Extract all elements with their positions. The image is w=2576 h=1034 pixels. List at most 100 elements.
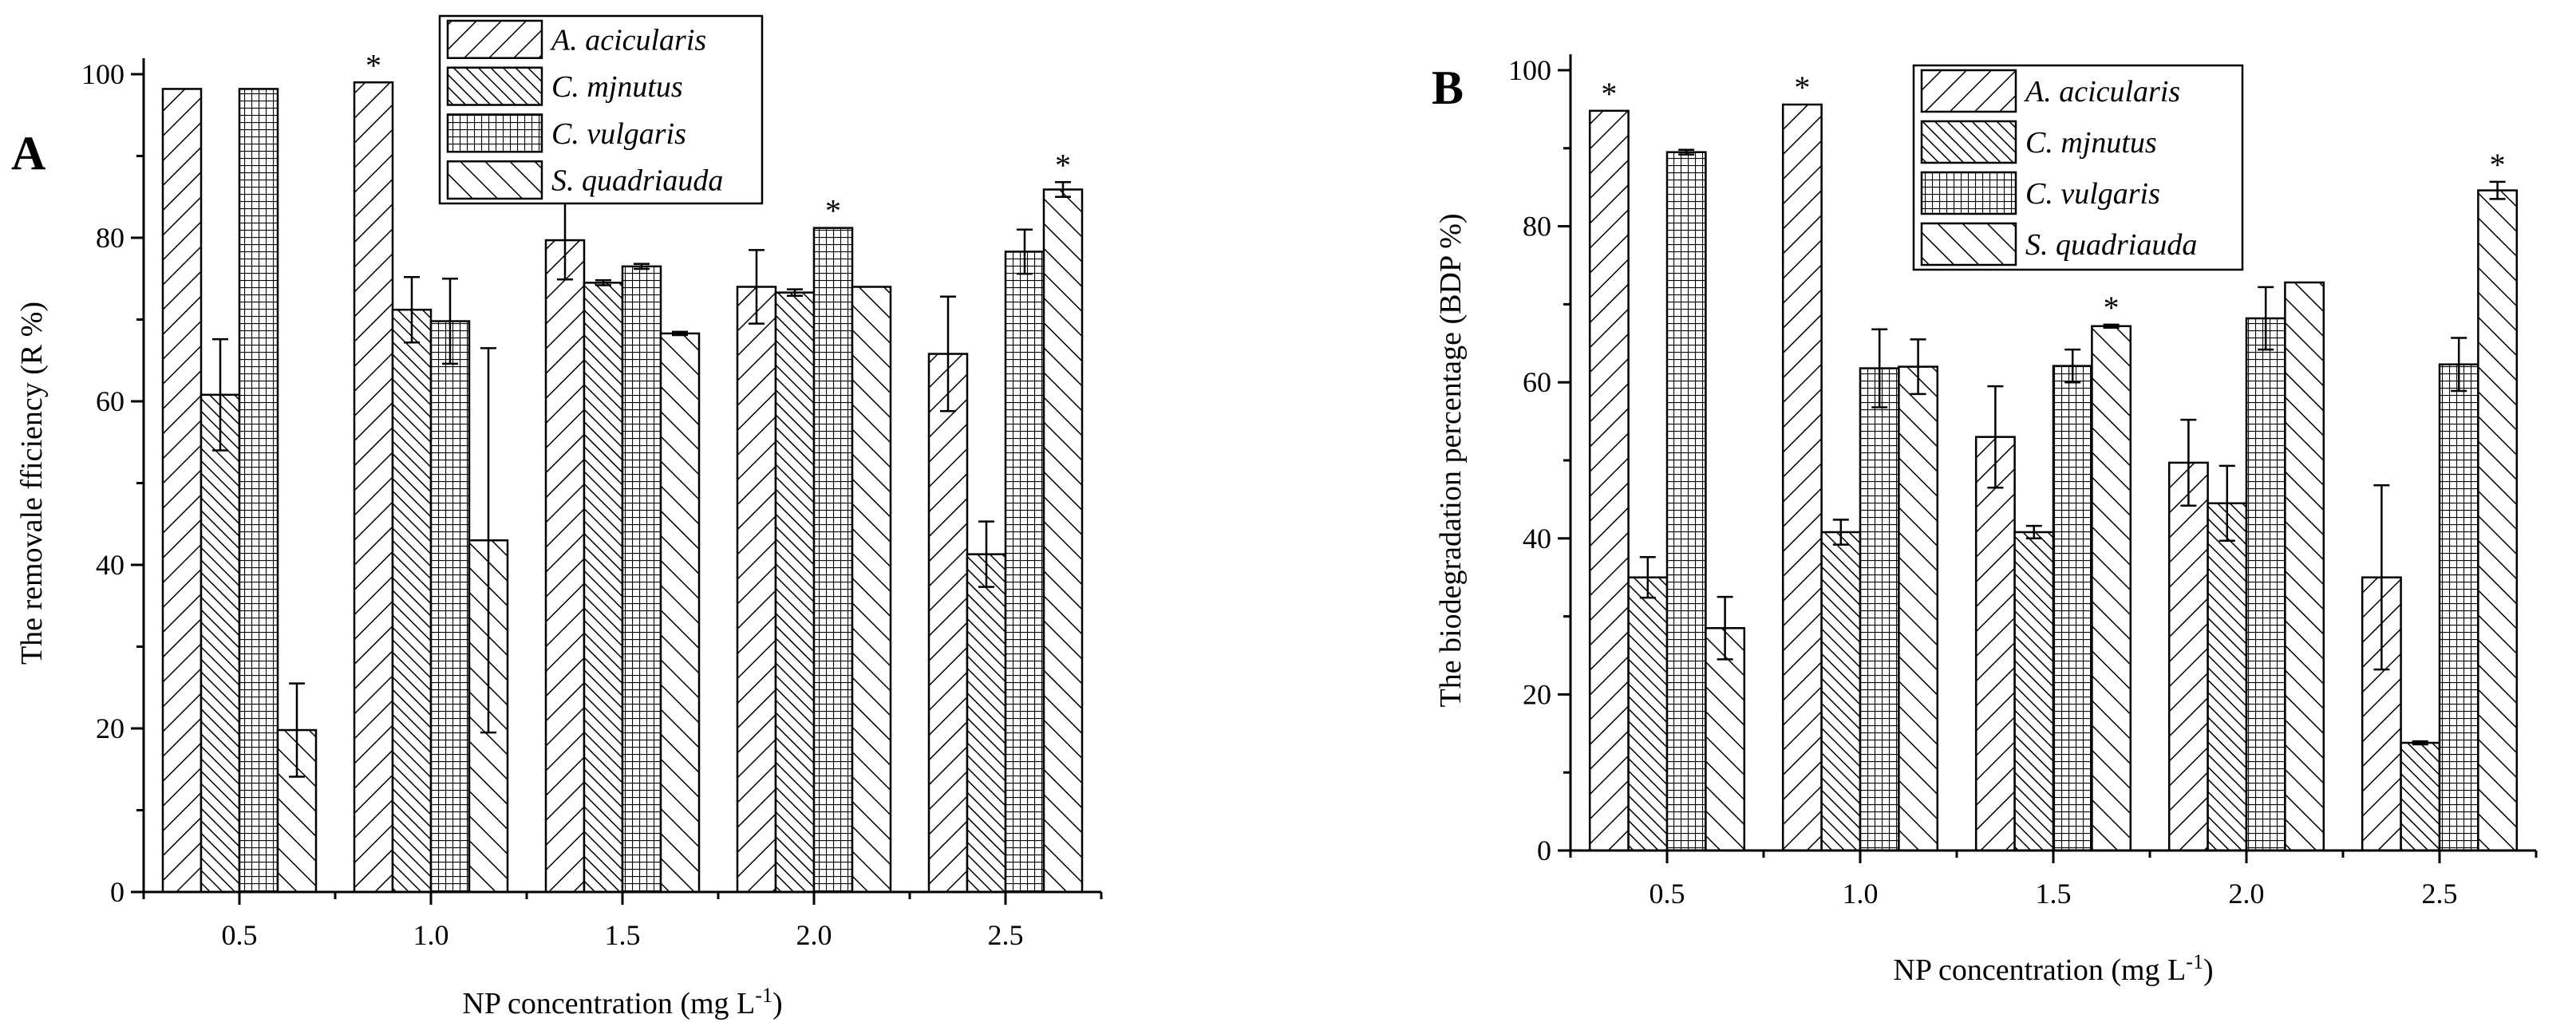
legend-label: A. acicularis [2023, 75, 2180, 109]
legend-swatch [446, 160, 543, 200]
bar [1781, 103, 1823, 852]
y-tick-label: 60 [96, 385, 124, 417]
x-tick-label: 2.0 [2229, 878, 2265, 910]
significance-star: * [2490, 147, 2506, 183]
bar [621, 265, 662, 894]
bar [2438, 363, 2479, 852]
x-axis-title-sup: -1 [755, 984, 772, 1007]
x-axis-title-main: NP concentration (mg L [1893, 953, 2186, 987]
x-tick-label: 1.5 [2036, 878, 2072, 910]
y-tick-label: 40 [1523, 523, 1551, 554]
bar [2400, 741, 2441, 852]
bar [238, 88, 279, 894]
bar [1705, 627, 1746, 852]
bar [2245, 317, 2286, 852]
x-tick-label: 0.5 [222, 919, 258, 951]
y-tick-label: 40 [96, 549, 124, 581]
bar [161, 88, 203, 894]
bar [391, 308, 433, 894]
bar [1588, 109, 1630, 852]
legend-swatch [446, 19, 543, 59]
legend-label: S. quadriauda [551, 164, 723, 198]
bar [1974, 436, 2016, 852]
y-tick-label: 100 [1508, 54, 1551, 86]
legend-label: C. vulgaris [2025, 177, 2160, 211]
bar [276, 728, 318, 894]
bar [353, 81, 394, 894]
panel-label: B [1432, 61, 1464, 114]
y-tick-label: 80 [1523, 211, 1551, 243]
y-axis-title: The biodegradation percentage (BDP %) [1434, 213, 1468, 707]
y-tick-label: 20 [96, 712, 124, 744]
bar [927, 353, 969, 894]
y-tick-label: 0 [110, 876, 124, 908]
bar [1898, 365, 1939, 852]
legend-swatch [1920, 222, 2017, 266]
bar [2091, 325, 2132, 852]
y-axis-title: The removale fficiency (R %) [15, 302, 49, 665]
legend-swatch [1920, 171, 2017, 215]
y-tick-label: 60 [1523, 366, 1551, 398]
bar [2167, 461, 2209, 852]
significance-star: * [2104, 290, 2120, 326]
significance-star: * [1601, 76, 1617, 112]
bar [736, 286, 777, 894]
legend-label: C. mjnutus [2025, 126, 2157, 160]
x-axis-title-sup: -1 [2186, 950, 2203, 973]
chart-panel-b: B * * * * 0 20 40 60 80 100 0.5 1.0 1.5 2.0 2.5 NP conce… [1432, 54, 2538, 987]
bar [200, 393, 241, 894]
bar [659, 332, 701, 894]
legend-label: A. acicularis [549, 23, 706, 57]
y-tick-label: 0 [1537, 835, 1551, 866]
bar [1859, 367, 1900, 852]
y-tick-label: 80 [96, 222, 124, 254]
x-tick-label: 2.0 [796, 919, 832, 951]
legend-swatch [446, 66, 543, 106]
x-tick-label: 1.0 [1843, 878, 1879, 910]
legend-swatch [1920, 69, 2017, 113]
bar [1820, 531, 1862, 852]
bar [1665, 151, 1707, 852]
chart-panel-a: A * * * 0 20 40 60 80 100 0.5 1.0 1.5 2.0 2.5 NP concen… [11, 14, 1103, 1020]
x-axis-title-end: ) [2203, 953, 2214, 987]
bar [1627, 576, 1669, 852]
bar [429, 320, 471, 894]
bar [2284, 281, 2325, 852]
bar [2207, 502, 2248, 852]
y-tick-label: 20 [1523, 678, 1551, 710]
x-tick-label: 2.5 [988, 919, 1024, 951]
x-axis-title: NP concentration (mg L-1) [1893, 950, 2213, 987]
legend-label: C. vulgaris [551, 117, 686, 151]
legend: A. acicularis C. mjnutus C. vulgaris S. qua… [438, 14, 764, 205]
legend-label: S. quadriauda [2025, 228, 2197, 262]
bar [1042, 188, 1084, 894]
bar [1004, 251, 1045, 894]
legend-label: C. mjnutus [551, 70, 683, 104]
bar [544, 239, 586, 894]
bar [851, 286, 892, 894]
x-axis-title-end: ) [772, 987, 783, 1020]
significance-star: * [1794, 69, 1810, 105]
legend: A. acicularis C. mjnutus C. vulgaris S. qua… [1912, 64, 2244, 271]
significance-star: * [1055, 147, 1071, 183]
bar [774, 291, 816, 894]
x-tick-label: 1.0 [413, 919, 449, 951]
x-axis-title-main: NP concentration (mg L [462, 987, 755, 1020]
bar [2052, 365, 2093, 852]
bar [966, 553, 1007, 894]
significance-star: * [825, 193, 841, 229]
bar [2477, 189, 2519, 852]
x-axis-title: NP concentration (mg L-1) [462, 984, 782, 1020]
x-tick-label: 1.5 [605, 919, 641, 951]
x-tick-label: 2.5 [2422, 878, 2458, 910]
bar [583, 282, 624, 894]
legend-swatch [1920, 120, 2017, 164]
significance-star: * [365, 47, 381, 83]
panel-label: A [11, 127, 45, 180]
y-tick-label: 100 [81, 58, 124, 90]
x-tick-label: 0.5 [1650, 878, 1685, 910]
bar [812, 227, 854, 894]
legend-swatch [446, 113, 543, 153]
bar [2013, 531, 2055, 852]
